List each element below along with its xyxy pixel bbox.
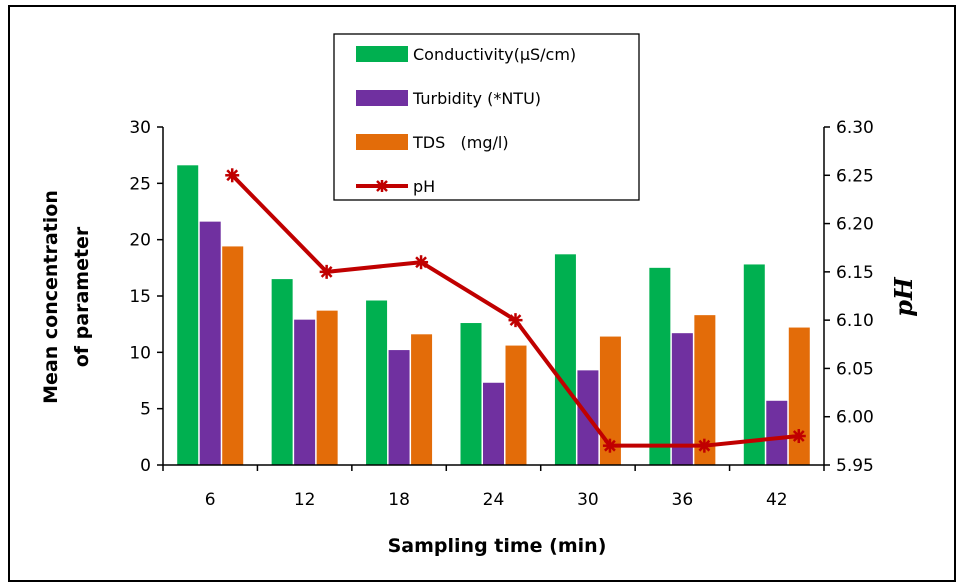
legend-marker-ph bbox=[376, 180, 388, 192]
legend-label-ph: pH bbox=[413, 177, 435, 196]
bar-conductivity-12 bbox=[271, 279, 293, 465]
bar-turbidity-6 bbox=[199, 221, 221, 465]
bar-conductivity-30 bbox=[554, 254, 576, 465]
ph-point-6 bbox=[225, 168, 240, 183]
y-tick-label: 25 bbox=[129, 174, 151, 194]
legend-swatch-conductivity bbox=[356, 46, 408, 62]
y2-tick-label: 6.20 bbox=[836, 215, 874, 235]
legend-label-turbidity: Turbidity (*NTU) bbox=[412, 89, 541, 108]
bar-turbidity-36 bbox=[671, 333, 693, 465]
y2-tick-label: 6.00 bbox=[836, 408, 874, 428]
bar-tds-24 bbox=[505, 345, 527, 465]
y2-tick-label: 6.30 bbox=[836, 118, 874, 138]
bar-tds-42 bbox=[788, 327, 810, 465]
y-tick-label: 5 bbox=[140, 400, 151, 420]
bar-conductivity-24 bbox=[460, 323, 482, 465]
ph-point-30 bbox=[602, 438, 617, 453]
y-tick-label: 30 bbox=[129, 118, 151, 138]
ph-point-18 bbox=[414, 255, 429, 270]
legend-swatch-tds bbox=[356, 134, 408, 150]
y-axis-title-line-2: of parameter bbox=[71, 226, 93, 367]
y2-tick-label: 6.10 bbox=[836, 311, 874, 331]
y-tick-label: 15 bbox=[129, 287, 151, 307]
ph-point-42 bbox=[791, 429, 806, 444]
bar-tds-6 bbox=[222, 246, 244, 465]
bar-conductivity-42 bbox=[743, 264, 765, 465]
y-tick-label: 0 bbox=[140, 456, 151, 476]
x-tick-label: 18 bbox=[388, 490, 410, 510]
ph-point-24 bbox=[508, 313, 523, 328]
y2-tick-label: 6.15 bbox=[836, 263, 874, 283]
x-tick-label: 12 bbox=[294, 490, 316, 510]
bar-conductivity-18 bbox=[366, 300, 388, 465]
ph-point-12 bbox=[319, 264, 334, 279]
ph-line-layer bbox=[225, 168, 806, 453]
y2-axis-title: pH bbox=[889, 276, 918, 317]
x-tick-label: 30 bbox=[577, 490, 599, 510]
legend-swatch-turbidity bbox=[356, 90, 408, 106]
bar-turbidity-18 bbox=[388, 350, 410, 465]
x-tick-label: 42 bbox=[766, 490, 788, 510]
bar-conductivity-36 bbox=[649, 267, 671, 465]
y-axis-title-line-1: Mean concentration bbox=[40, 190, 62, 404]
bar-turbidity-24 bbox=[483, 382, 504, 465]
bar-tds-30 bbox=[599, 336, 621, 465]
legend-label-conductivity: Conductivity(µS/cm) bbox=[413, 45, 576, 64]
bar-tds-18 bbox=[411, 334, 433, 465]
legend-label-tds: TDS (mg/l) bbox=[412, 133, 509, 152]
x-axis-title: Sampling time (min) bbox=[388, 535, 607, 557]
tick-labels: 0 5 10 15 20 25 30 5.95 6.00 6.05 6.10 6.15 6.20 6.25… bbox=[129, 118, 874, 510]
legend: Conductivity(µS/cm) Turbidity (*NTU) TDS… bbox=[333, 33, 640, 201]
bar-turbidity-12 bbox=[294, 319, 316, 465]
ph-point-36 bbox=[697, 438, 712, 453]
y2-tick-label: 5.95 bbox=[836, 456, 874, 476]
bar-tds-12 bbox=[316, 310, 338, 465]
bar-turbidity-42 bbox=[766, 400, 788, 465]
bar-conductivity-6 bbox=[177, 165, 199, 465]
bar-tds-36 bbox=[694, 315, 716, 465]
x-tick-label: 24 bbox=[483, 490, 505, 510]
x-tick-label: 36 bbox=[672, 490, 694, 510]
x-tick-label: 6 bbox=[205, 490, 216, 510]
axes-layer bbox=[157, 126, 830, 471]
y-tick-label: 10 bbox=[129, 343, 151, 363]
y2-tick-label: 6.05 bbox=[836, 359, 874, 379]
y-tick-label: 20 bbox=[129, 231, 151, 251]
y2-tick-label: 6.25 bbox=[836, 166, 874, 186]
